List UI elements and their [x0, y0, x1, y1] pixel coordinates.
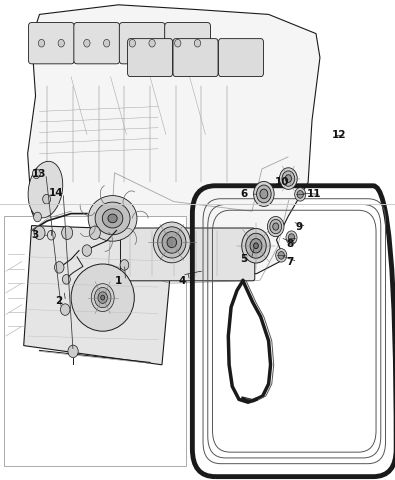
Polygon shape: [28, 5, 320, 278]
Ellipse shape: [167, 237, 177, 248]
Ellipse shape: [270, 219, 282, 234]
Circle shape: [149, 39, 155, 47]
FancyBboxPatch shape: [74, 23, 120, 64]
Circle shape: [32, 169, 40, 179]
Ellipse shape: [91, 284, 114, 312]
Ellipse shape: [153, 222, 190, 263]
Circle shape: [55, 262, 64, 273]
Text: 7: 7: [287, 257, 294, 266]
Circle shape: [60, 304, 70, 315]
FancyBboxPatch shape: [165, 23, 211, 64]
Circle shape: [38, 39, 45, 47]
Ellipse shape: [285, 175, 292, 182]
Circle shape: [288, 234, 295, 241]
FancyBboxPatch shape: [120, 228, 255, 281]
Ellipse shape: [242, 228, 270, 263]
Ellipse shape: [108, 214, 117, 223]
Ellipse shape: [101, 295, 105, 300]
Circle shape: [62, 226, 73, 240]
Ellipse shape: [102, 209, 123, 228]
Text: 11: 11: [307, 190, 321, 199]
Circle shape: [295, 188, 306, 201]
Circle shape: [297, 191, 303, 198]
Circle shape: [120, 260, 129, 270]
Text: 9: 9: [296, 222, 303, 231]
Circle shape: [82, 245, 92, 256]
Ellipse shape: [158, 227, 186, 258]
Ellipse shape: [95, 202, 130, 235]
Circle shape: [62, 275, 70, 284]
FancyBboxPatch shape: [28, 23, 74, 64]
Circle shape: [89, 226, 100, 240]
Ellipse shape: [254, 243, 258, 249]
Text: 13: 13: [32, 169, 46, 179]
Polygon shape: [4, 216, 186, 466]
Ellipse shape: [254, 181, 274, 206]
Circle shape: [68, 345, 78, 358]
FancyBboxPatch shape: [128, 39, 173, 76]
Ellipse shape: [250, 239, 262, 253]
Ellipse shape: [257, 185, 271, 203]
Circle shape: [129, 39, 135, 47]
Text: 6: 6: [241, 190, 248, 199]
Ellipse shape: [273, 223, 278, 230]
FancyBboxPatch shape: [218, 39, 263, 76]
Ellipse shape: [71, 264, 134, 331]
Ellipse shape: [267, 216, 284, 237]
Ellipse shape: [94, 288, 111, 308]
Text: 12: 12: [332, 131, 346, 140]
Ellipse shape: [260, 189, 268, 199]
Text: 3: 3: [31, 230, 38, 240]
Circle shape: [84, 39, 90, 47]
Circle shape: [194, 39, 201, 47]
Text: 8: 8: [287, 239, 294, 249]
Circle shape: [58, 39, 64, 47]
Text: 1: 1: [115, 276, 122, 286]
Circle shape: [34, 226, 45, 240]
Text: 4: 4: [179, 276, 186, 286]
Ellipse shape: [88, 196, 137, 241]
Text: 10: 10: [275, 178, 290, 187]
Circle shape: [103, 39, 110, 47]
Circle shape: [34, 212, 41, 222]
Circle shape: [47, 230, 55, 240]
Circle shape: [286, 231, 297, 244]
Polygon shape: [24, 226, 170, 365]
Ellipse shape: [28, 161, 63, 218]
Circle shape: [276, 249, 287, 262]
Ellipse shape: [279, 168, 297, 190]
Circle shape: [278, 252, 284, 259]
Ellipse shape: [246, 233, 266, 258]
Text: 2: 2: [55, 297, 62, 306]
Circle shape: [43, 194, 51, 204]
Ellipse shape: [282, 171, 295, 186]
Circle shape: [175, 39, 181, 47]
Text: 5: 5: [241, 254, 248, 264]
Ellipse shape: [98, 292, 107, 303]
Ellipse shape: [162, 232, 182, 253]
FancyBboxPatch shape: [119, 23, 165, 64]
FancyBboxPatch shape: [173, 39, 218, 76]
Text: 14: 14: [49, 188, 64, 198]
